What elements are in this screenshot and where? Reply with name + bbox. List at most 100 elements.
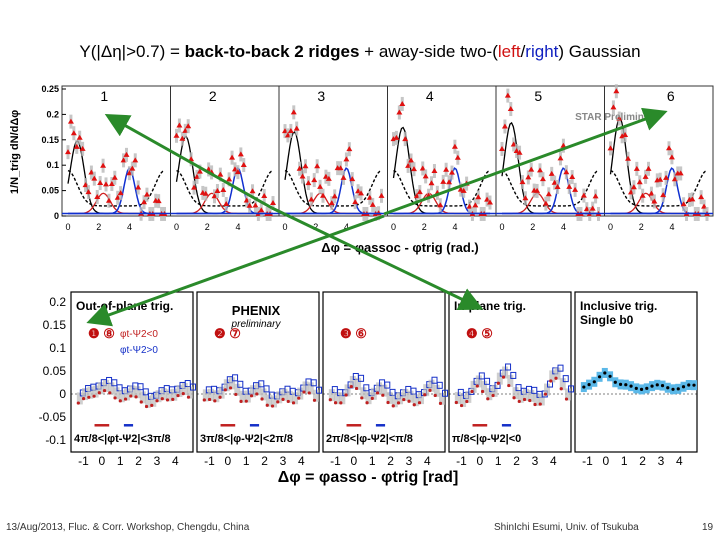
phenix-blue-point [363, 384, 370, 392]
phenix-red-point [428, 388, 432, 392]
phenix-red-point [139, 400, 143, 404]
star-data-point [237, 151, 244, 157]
star-data-point [560, 142, 567, 148]
phenix-syst-band [376, 382, 383, 395]
phenix-xtick-label: -1 [456, 454, 467, 468]
phenix-red-point [155, 399, 159, 403]
star-data-point [539, 176, 546, 182]
star-ytick-label: 0.05 [41, 186, 59, 196]
phenix-red-point [92, 394, 96, 398]
star-data-point [73, 143, 80, 149]
star-data-point [475, 194, 482, 200]
star-panel-6: 0 2 4 6 [604, 84, 713, 232]
phenix-syst-band [202, 389, 209, 402]
star-data-point [352, 199, 359, 205]
phenix-red-point [312, 398, 317, 402]
phenix-red-point [433, 393, 437, 398]
phenix-syst-band [412, 394, 419, 407]
phenix-red-point [97, 391, 101, 395]
star-data-point [648, 190, 655, 196]
star-data-point [566, 183, 573, 189]
phenix-red-point [129, 394, 133, 398]
star-data-point [589, 205, 596, 211]
star-data-point [639, 192, 646, 198]
phenix-red-point [286, 399, 290, 404]
star-panel-4: 0 2 4 4 [387, 86, 496, 232]
phenix-syst-band [423, 384, 430, 397]
phenix-syst-band [223, 379, 230, 392]
phenix-red-point [291, 401, 296, 405]
phenix-red-point [207, 397, 212, 402]
phenix-red-point [244, 399, 248, 403]
star-data-point [220, 186, 227, 192]
star-data-point [616, 115, 623, 121]
star-data-point [393, 134, 400, 140]
phenix-syst-band [454, 391, 461, 404]
phenix-syst-band [565, 388, 571, 401]
phenix-red-point [76, 401, 80, 405]
phenix-syst-band [244, 390, 251, 403]
phenix-red-point [522, 397, 527, 402]
phenix-xtick-label: 2 [387, 454, 394, 468]
star-data-point [217, 171, 224, 177]
star-data-point [528, 166, 535, 172]
phenix-red-point [465, 399, 469, 404]
phenix-syst-band [507, 374, 514, 387]
phenix-xtick-label: 4 [676, 454, 683, 468]
phenix-range-label: 2π/8<|φ-Ψ2|<π/8 [326, 433, 413, 445]
phenix-data-point [645, 386, 649, 390]
phenix-syst-band [533, 393, 540, 406]
star-data-point [258, 207, 265, 213]
star-data-point [548, 170, 555, 176]
phenix-syst-band [155, 390, 162, 403]
phenix-xtick-label: -1 [582, 454, 593, 468]
phenix-red-point [150, 403, 154, 407]
star-data-point [625, 155, 632, 161]
star-ytick-label: 0.2 [46, 109, 59, 119]
phenix-syst-band [502, 366, 509, 379]
phenix-ytick-label: 0.2 [49, 295, 66, 309]
star-ytick-label: 0.15 [41, 135, 59, 145]
phenix-syst-band [397, 392, 404, 405]
phenix-red-point [344, 393, 348, 397]
phenix-blue-point [263, 385, 270, 393]
star-ridge-fit [284, 169, 382, 207]
phenix-syst-band [181, 383, 188, 396]
star-data-point [340, 174, 347, 180]
phenix-syst-band [113, 387, 120, 400]
phenix-data-point [634, 386, 638, 390]
star-xtick-label: 2 [530, 222, 535, 232]
phenix-panel-numbers: ❹ ⑤ [466, 326, 493, 341]
phenix-red-point [108, 391, 112, 395]
star-panel-number: 6 [667, 88, 675, 104]
phenix-xtick-label: 3 [658, 454, 665, 468]
phenix-xtick-label: 4 [550, 454, 557, 468]
star-data-point [155, 198, 162, 204]
phenix-panel-frame [448, 291, 572, 453]
phenix-syst-band [297, 387, 304, 400]
phenix-syst-band [218, 386, 225, 399]
phenix-xtick-label: 2 [135, 454, 142, 468]
star-data-point [410, 166, 417, 172]
green-arrow-3 [86, 214, 385, 327]
star-panel-3: 0 2 4 3 [278, 86, 388, 232]
phenix-red-point [249, 394, 254, 398]
star-data-point [572, 186, 579, 192]
star-data-point [337, 165, 344, 171]
star-data-point [522, 195, 529, 201]
star-data-point [246, 202, 253, 208]
phenix-blue-point [510, 371, 517, 379]
phenix-red-point [333, 401, 338, 405]
star-data-point [525, 174, 532, 180]
star-data-point [563, 169, 570, 175]
phenix-red-point [412, 403, 416, 407]
phenix-syst-band [365, 392, 372, 405]
star-data-point [346, 146, 353, 152]
star-data-point [454, 154, 461, 160]
star-data-point [437, 202, 444, 208]
star-data-point [311, 177, 318, 183]
phenix-syst-band [213, 390, 220, 403]
phenix-xtick-label: 1 [369, 454, 376, 468]
phenix-data-point [618, 382, 623, 387]
